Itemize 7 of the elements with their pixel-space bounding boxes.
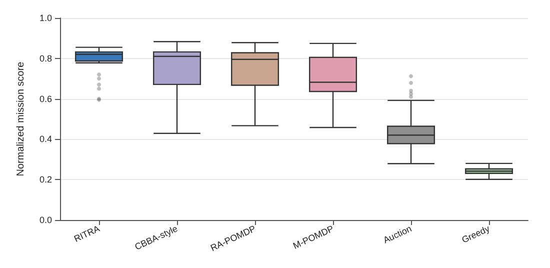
y-tick-label: 1.0 xyxy=(39,13,52,23)
y-tick-label: 0.8 xyxy=(39,53,52,64)
y-tick-label: 0.4 xyxy=(39,134,52,144)
y-axis-title: Normalized mission score xyxy=(16,61,26,176)
y-tick-label: 0.0 xyxy=(39,215,52,225)
y-tick-label: 0.2 xyxy=(39,174,52,185)
y-tick-label: 0.6 xyxy=(39,94,52,104)
